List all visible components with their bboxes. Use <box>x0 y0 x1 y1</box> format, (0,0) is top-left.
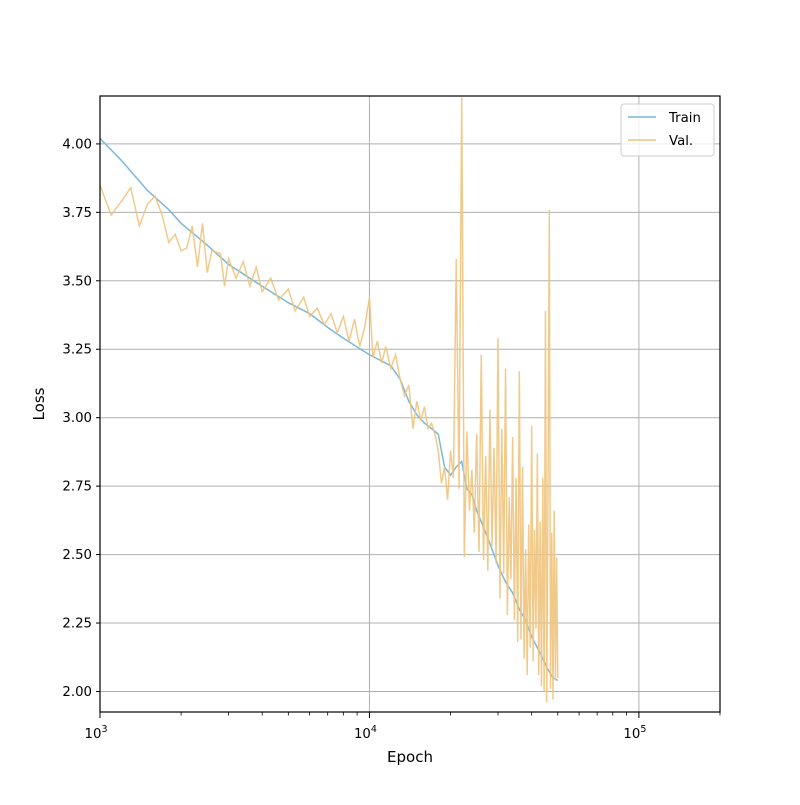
series-line-val <box>99 97 559 703</box>
plot-frame <box>99 95 721 713</box>
y-tick-label: 2.25 <box>62 617 92 632</box>
x-axis-label: Epoch <box>387 748 433 766</box>
y-axis-label: Loss <box>30 387 48 420</box>
y-tick-label: 2.75 <box>62 480 92 495</box>
legend: Train Val. <box>620 103 715 157</box>
series-line-train <box>99 137 559 682</box>
y-tick-label: 3.75 <box>62 206 92 221</box>
y-tick-label: 3.00 <box>62 411 92 426</box>
y-tick-label: 3.50 <box>62 274 92 289</box>
legend-label: Train <box>668 111 701 126</box>
plot-series <box>99 97 559 703</box>
y-tick-label: 4.00 <box>62 137 92 152</box>
x-tick-label: 103 <box>85 724 108 742</box>
legend-label: Val. <box>669 134 693 149</box>
y-tick-label: 3.25 <box>62 343 92 358</box>
y-tick-label: 2.50 <box>62 548 92 563</box>
x-tick-label: 105 <box>623 724 646 742</box>
y-tick-label: 2.00 <box>62 685 92 700</box>
axis-ticks: 2.00 2.25 2.50 2.75 3.00 3.25 3.50 3.75 4.00 103 1… <box>62 137 721 742</box>
x-tick-label: 104 <box>354 724 377 742</box>
